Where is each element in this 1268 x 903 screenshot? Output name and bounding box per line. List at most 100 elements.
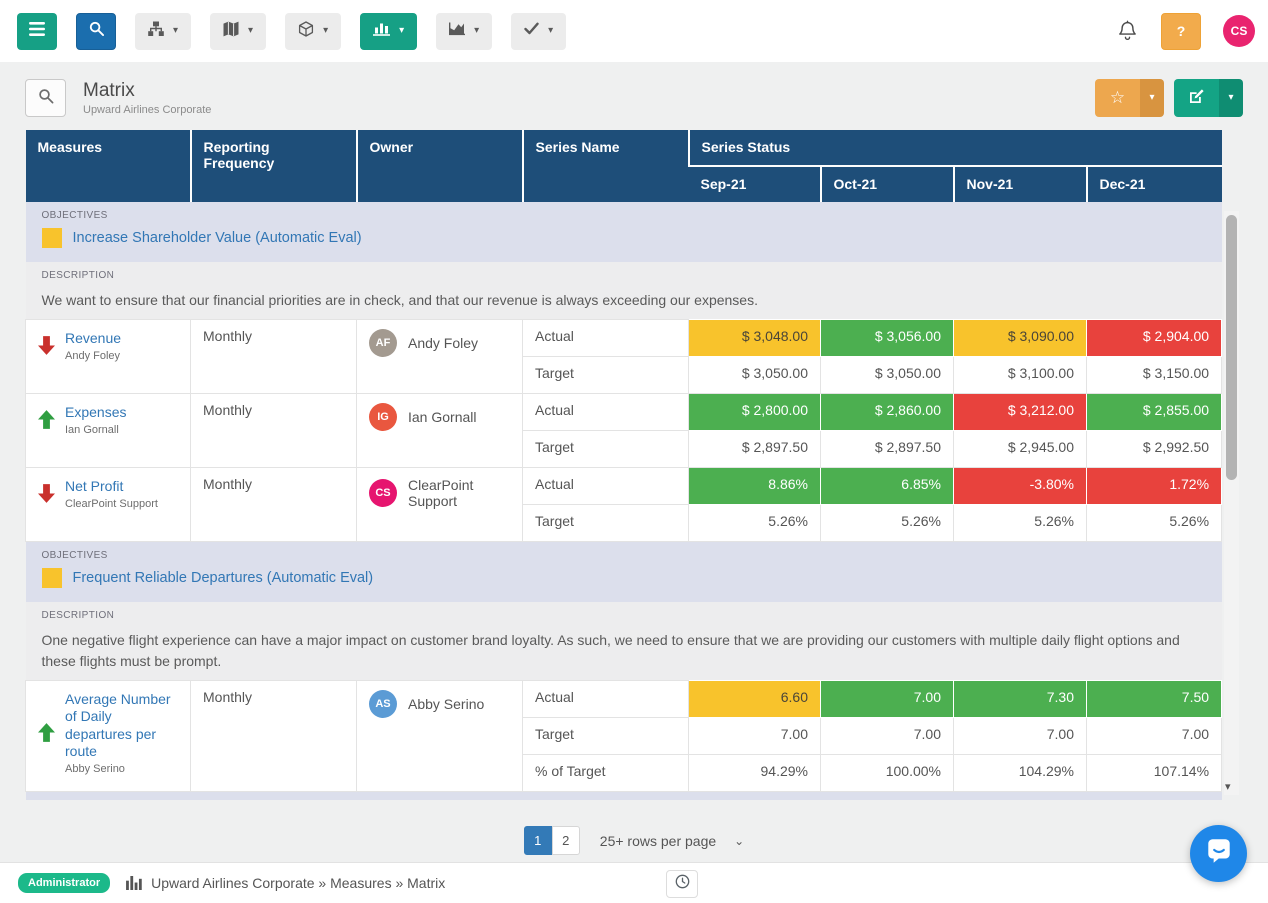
description-label: DESCRIPTION <box>42 270 1210 281</box>
matrix-table-wrap: Measures Reporting Frequency Owner Serie… <box>25 130 1221 800</box>
report-search-button[interactable] <box>25 79 66 117</box>
page-button-1[interactable]: 1 <box>524 826 552 855</box>
scorecard-dropdown-button[interactable]: ▾ <box>135 13 191 50</box>
chevron-down-icon: ▾ <box>548 26 553 36</box>
clock-icon <box>675 874 690 894</box>
series-value: 7.50 <box>1087 680 1222 717</box>
series-label: Actual <box>523 468 689 505</box>
series-value: 6.85% <box>821 468 954 505</box>
page-button-2[interactable]: 2 <box>552 826 580 855</box>
description-text: One negative flight experience can have … <box>34 630 1210 672</box>
toolbar-right-group: ? CS <box>1116 13 1255 50</box>
favorite-split-button: ☆ ▾ <box>1095 79 1164 117</box>
measure-cell-avg-departures: Average Number of Daily departures per r… <box>26 680 191 791</box>
elements-dropdown-button[interactable]: ▾ <box>285 13 341 50</box>
owner-avatar: IG <box>369 403 397 431</box>
series-label: Target <box>523 717 689 754</box>
chat-bubble-icon <box>1204 836 1234 871</box>
top-toolbar: ▾ ▾ ▾ ▾ ▾ ▾ ? CS <box>0 0 1268 62</box>
measure-cell-net-profit: Net Profit ClearPoint Support <box>26 468 191 542</box>
owner-name: ClearPoint Support <box>408 477 510 509</box>
column-header-series-name: Series Name <box>523 130 689 202</box>
series-label: Actual <box>523 320 689 357</box>
toolbar-left-group: ▾ ▾ ▾ ▾ ▾ ▾ <box>17 13 566 50</box>
objectives-band: OBJECTIVES Increase Shareholder Value (A… <box>26 202 1222 262</box>
measure-link[interactable]: Revenue <box>65 330 121 348</box>
measure-link[interactable]: Net Profit <box>65 478 158 496</box>
series-value: 5.26% <box>954 505 1087 542</box>
series-value: 1.72% <box>1087 468 1222 505</box>
edit-dropdown-toggle[interactable]: ▾ <box>1219 79 1243 117</box>
owner-avatar: AF <box>369 329 397 357</box>
title-block: Matrix Upward Airlines Corporate <box>83 80 211 116</box>
chevron-down-icon: ▾ <box>173 26 178 36</box>
area-chart-icon <box>449 21 465 41</box>
series-value: 7.30 <box>954 680 1087 717</box>
chat-launcher-button[interactable] <box>1190 825 1247 882</box>
page-title: Matrix <box>83 80 211 102</box>
series-value: -3.80% <box>954 468 1087 505</box>
measure-owner-sub: ClearPoint Support <box>65 498 158 510</box>
scrollbar-thumb[interactable] <box>1226 215 1237 480</box>
series-value: $ 2,860.00 <box>821 394 954 431</box>
action-items-dropdown-button[interactable]: ▾ <box>511 13 566 50</box>
series-value: 104.29% <box>954 754 1087 791</box>
series-value: 7.00 <box>689 717 821 754</box>
series-value: 100.00% <box>821 754 954 791</box>
favorite-dropdown-toggle[interactable]: ▾ <box>1140 79 1164 117</box>
objective-link[interactable]: Frequent Reliable Departures (Automatic … <box>73 570 374 586</box>
measure-link[interactable]: Average Number of Daily departures per r… <box>65 691 178 761</box>
bar-chart-icon <box>126 876 142 890</box>
series-value: 6.60 <box>689 680 821 717</box>
user-avatar[interactable]: CS <box>1223 15 1255 47</box>
menu-button[interactable] <box>17 13 57 50</box>
matrix-table: Measures Reporting Frequency Owner Serie… <box>25 130 1222 800</box>
frequency-cell: Monthly <box>191 468 357 542</box>
favorite-button[interactable]: ☆ <box>1095 79 1140 117</box>
search-button[interactable] <box>76 13 116 50</box>
page-header: Matrix Upward Airlines Corporate ☆ ▾ ▾ <box>0 62 1268 127</box>
column-header-series-status: Series Status <box>689 130 1222 166</box>
period-header-dec-21: Dec-21 <box>1087 166 1222 202</box>
series-value: 5.26% <box>1087 505 1222 542</box>
column-header-reporting-frequency: Reporting Frequency <box>191 130 357 202</box>
status-square-icon <box>42 568 62 588</box>
bar-chart-icon <box>373 21 390 41</box>
scrollbar-down-arrow[interactable]: ▾ <box>1225 780 1231 793</box>
owner-cell: IG Ian Gornall <box>357 394 523 468</box>
rows-per-page-label: 25+ rows per page <box>600 833 716 849</box>
map-dropdown-button[interactable]: ▾ <box>210 13 266 50</box>
check-icon <box>524 22 539 40</box>
vertical-scrollbar[interactable]: ▾ <box>1224 211 1239 795</box>
edit-button[interactable] <box>1174 79 1219 117</box>
pagination: 1 2 25+ rows per page ⌄ <box>0 826 1268 855</box>
owner-cell: AF Andy Foley <box>357 320 523 394</box>
chevron-down-icon: ⌄ <box>734 835 744 847</box>
header-actions: ☆ ▾ ▾ <box>1095 79 1243 117</box>
search-icon <box>38 88 54 109</box>
role-badge: Administrator <box>18 873 110 893</box>
series-value: 94.29% <box>689 754 821 791</box>
notifications-bell-icon[interactable] <box>1116 19 1139 43</box>
next-section-strip <box>26 791 1222 800</box>
series-value: 7.00 <box>821 680 954 717</box>
chevron-down-icon: ▾ <box>1149 93 1154 103</box>
initiatives-dropdown-button[interactable]: ▾ <box>436 13 492 50</box>
objectives-band: OBJECTIVES Frequent Reliable Departures … <box>26 542 1222 602</box>
footer-bar: Administrator Upward Airlines Corporate … <box>0 862 1268 903</box>
measures-dropdown-button-active[interactable]: ▾ <box>360 13 417 50</box>
rows-per-page-select[interactable]: 25+ rows per page ⌄ <box>600 833 744 849</box>
series-value: 5.26% <box>821 505 954 542</box>
measure-link[interactable]: Expenses <box>65 404 126 422</box>
objectives-label: OBJECTIVES <box>42 550 1210 561</box>
objective-link[interactable]: Increase Shareholder Value (Automatic Ev… <box>73 230 362 246</box>
owner-cell: AS Abby Serino <box>357 680 523 791</box>
measure-owner-sub: Abby Serino <box>65 763 178 775</box>
series-value: 107.14% <box>1087 754 1222 791</box>
series-value: $ 2,855.00 <box>1087 394 1222 431</box>
menu-icon <box>29 22 45 41</box>
series-value: $ 2,897.50 <box>821 431 954 468</box>
help-button[interactable]: ? <box>1161 13 1201 50</box>
history-clock-button[interactable] <box>666 870 698 898</box>
series-value: $ 3,050.00 <box>689 357 821 394</box>
